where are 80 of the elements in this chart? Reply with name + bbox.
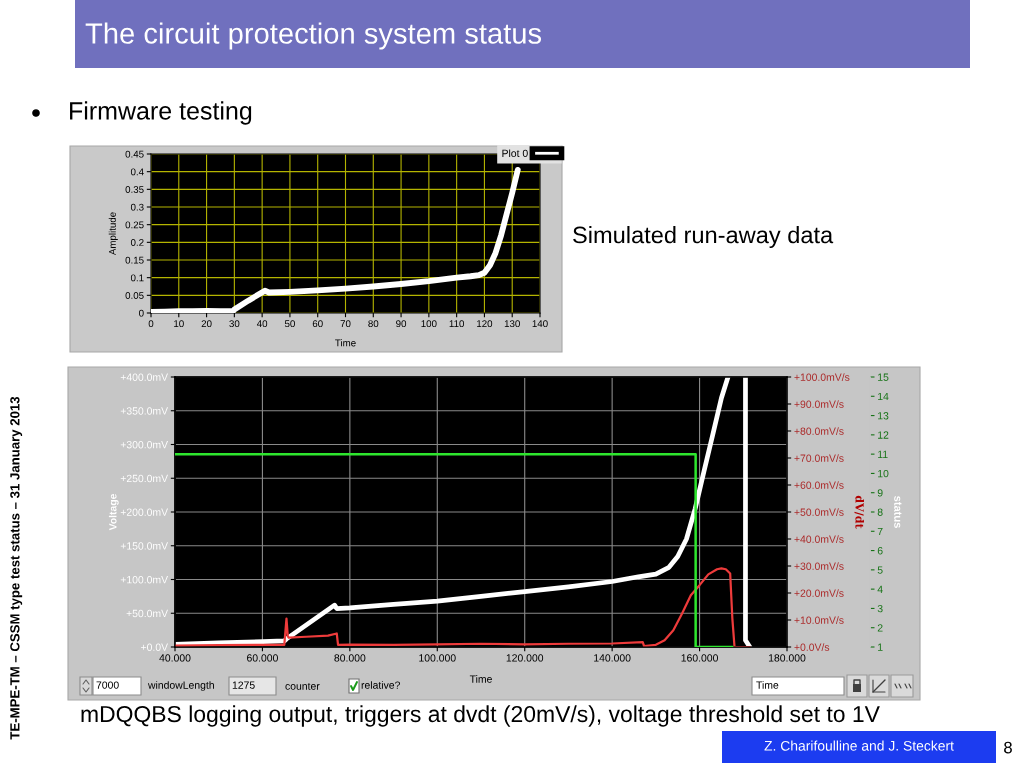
y-tick-label: 0.45	[125, 150, 144, 158]
x-tick-label: 40.000	[159, 654, 191, 662]
y-axis-title: Amplitude	[108, 212, 118, 256]
y3-tick-label: 1	[878, 643, 883, 651]
y2-tick-label: +90.0mV/s	[794, 400, 844, 408]
text: TE-MPE-TM – CSSM type test status – 31 January 2013	[10, 396, 23, 740]
y-tick-label: 0.2	[130, 239, 144, 246]
x-tick-label: 180.000	[768, 654, 806, 662]
text: Z. Charifoulline and J. Steckert	[764, 740, 954, 751]
text: 8	[1004, 741, 1012, 754]
x-tick-label: 140.000	[594, 654, 631, 662]
y2-tick-label: +60.0mV/s	[794, 481, 844, 489]
y3-tick-label: 14	[878, 392, 889, 401]
text: 7000	[96, 681, 119, 689]
legend-label: Plot 0	[502, 149, 528, 158]
x-tick-label: 60.000	[247, 654, 278, 662]
y-tick-label: 0.25	[125, 221, 144, 229]
y3-tick-label: 8	[877, 508, 883, 516]
y2-tick-label: +40.0mV/s	[794, 535, 844, 543]
x-tick-label: 80	[368, 320, 379, 328]
y-tick-label: 0.15	[125, 256, 144, 264]
x-axis-title: Time	[469, 675, 492, 683]
y-tick-label: +50.0mV	[126, 609, 169, 618]
y3-tick-label: 9	[877, 489, 883, 497]
y2-tick-label: +50.0mV/s	[794, 508, 844, 516]
chart-title: The circuit protection system status	[85, 22, 542, 50]
x-tick-label: 70	[340, 320, 351, 328]
x-tick-label: 120	[477, 320, 493, 328]
text: 1275	[232, 681, 255, 689]
y3-tick-label: 5	[877, 566, 883, 574]
y-tick-label: 0.4	[130, 168, 144, 176]
y2-tick-label: +0.0V/s	[794, 643, 830, 651]
y3-tick-label: 10	[878, 469, 889, 478]
x-tick-label: 30	[229, 320, 240, 328]
x-tick-label: 120.000	[506, 654, 544, 662]
y-tick-label: 0.3	[130, 203, 144, 211]
y-tick-label: 0.35	[125, 186, 144, 193]
y-tick-label: 0.1	[130, 274, 144, 282]
y-tick-label: 0	[139, 309, 144, 317]
y3-tick-label: 7	[877, 527, 883, 536]
text: windowLength	[147, 681, 214, 691]
y3-axis-title: status	[894, 496, 902, 528]
x-tick-label: 60	[312, 320, 323, 328]
x-tick-label: 90	[396, 320, 407, 328]
x-tick-label: 40	[256, 320, 268, 328]
y-axis-title: Voltage	[108, 493, 119, 531]
y2-tick-label: +10.0mV/s	[794, 616, 844, 624]
text: relative?	[361, 681, 400, 689]
y-tick-label: +250.0mV	[120, 474, 169, 483]
x-tick-label: 110	[449, 320, 465, 328]
x-tick-label: 10	[174, 320, 184, 328]
y2-axis-title: dV/dt	[854, 495, 864, 529]
x-tick-label: 140	[532, 320, 548, 328]
y3-tick-label: 3	[877, 604, 883, 613]
y3-tick-label: 12	[878, 431, 889, 439]
y2-tick-label: +30.0mV/s	[794, 562, 844, 570]
y2-tick-label: +70.0mV/s	[794, 454, 844, 462]
x-tick-label: 160.000	[681, 654, 718, 662]
text: counter	[285, 682, 320, 690]
y3-tick-label: 13	[878, 412, 889, 420]
y3-tick-label: 15	[878, 373, 889, 381]
text: Simulated run-away data	[573, 225, 834, 248]
x-tick-label: 50	[284, 320, 295, 328]
y2-tick-label: +20.0mV/s	[794, 589, 844, 597]
y2-tick-label: +80.0mV/s	[794, 427, 844, 435]
text: Time	[756, 681, 779, 689]
x-tick-label: 80.000	[334, 654, 366, 662]
x-tick-label: 100.000	[419, 654, 456, 662]
x-tick-label: 130	[504, 320, 520, 328]
y2-tick-label: +100.0mV/s	[794, 373, 850, 381]
y3-tick-label: 4	[877, 585, 883, 593]
x-tick-label: 20	[201, 320, 212, 328]
chart-subtitle: Firmware testing	[70, 101, 252, 125]
y-tick-label: 0.05	[125, 292, 144, 299]
text: mDQQBS logging output, triggers at dvdt (20mV/s), voltage threshold set to 1V	[81, 705, 880, 727]
y3-tick-label: 11	[878, 450, 888, 458]
x-axis-title: Time	[335, 339, 356, 347]
y3-tick-label: 2	[877, 624, 883, 632]
x-tick-label: 100	[421, 320, 437, 328]
y3-tick-label: 6	[877, 547, 883, 555]
